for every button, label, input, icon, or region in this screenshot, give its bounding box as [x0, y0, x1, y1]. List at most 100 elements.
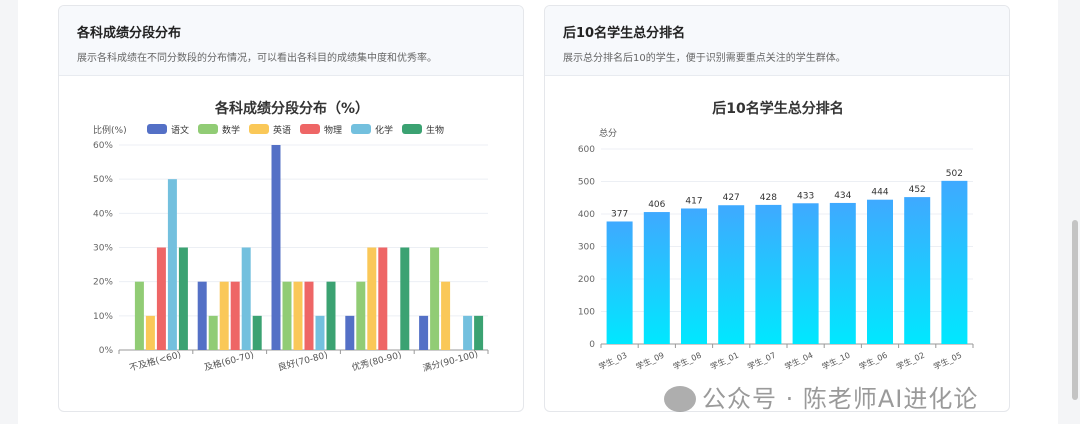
- x-tick-label: 不及格(<60): [128, 348, 182, 373]
- x-tick-label: 学生_06: [857, 350, 889, 372]
- data-label: 377: [611, 209, 628, 219]
- bar: [134, 281, 144, 350]
- data-label: 406: [648, 200, 665, 210]
- data-label: 444: [871, 188, 888, 198]
- legend-swatch: [249, 124, 269, 134]
- bar: [606, 221, 633, 344]
- bar: [463, 315, 473, 350]
- legend-label: 化学: [375, 124, 393, 136]
- data-label: 452: [909, 185, 926, 195]
- x-tick-label: 学生_07: [746, 350, 778, 372]
- bar: [208, 315, 218, 350]
- y-tick-label: 0%: [99, 346, 114, 356]
- bar: [241, 247, 251, 350]
- bar: [829, 202, 856, 344]
- bar: [474, 315, 484, 350]
- legend-label: 生物: [426, 124, 444, 136]
- y-tick-label: 500: [578, 178, 595, 188]
- bar: [367, 247, 377, 350]
- bar: [430, 247, 440, 350]
- bar: [792, 203, 819, 344]
- y-tick-label: 30%: [93, 244, 113, 254]
- y-axis-label: 比例(%): [93, 124, 127, 136]
- bar: [681, 208, 707, 344]
- card-title: 后10名学生总分排名: [563, 26, 686, 41]
- bar: [419, 315, 429, 350]
- watermark: 公众号 · 陈老师AI进化论: [702, 385, 979, 413]
- x-tick-label: 满分(90-100): [422, 349, 480, 374]
- card-title: 各科成绩分段分布: [77, 26, 182, 41]
- legend-swatch: [198, 124, 218, 134]
- x-tick-label: 学生_08: [671, 350, 703, 372]
- bar: [293, 281, 303, 350]
- data-label: 428: [760, 193, 777, 203]
- bar: [718, 205, 745, 344]
- legend-swatch: [402, 124, 422, 134]
- data-label: 427: [723, 193, 740, 203]
- subject-distribution-card: 各科成绩分段分布 展示各科成绩在不同分数段的分布情况，可以看出各科目的成绩集中度和…: [58, 5, 524, 412]
- bar: [356, 281, 366, 350]
- bar: [145, 315, 155, 350]
- page: 各科成绩分段分布 展示各科成绩在不同分数段的分布情况，可以看出各科目的成绩集中度和…: [18, 0, 1058, 424]
- card-description: 展示总分排名后10的学生，便于识别需要重点关注的学生群体。: [563, 53, 846, 64]
- x-tick-label: 学生_02: [894, 350, 926, 372]
- bar: [219, 281, 229, 350]
- wechat-icon: [664, 386, 696, 412]
- x-tick-label: 学生_01: [708, 350, 740, 372]
- chart-title: 后10名学生总分排名: [712, 100, 843, 117]
- bar: [867, 199, 893, 344]
- chart-title: 各科成绩分段分布（%）: [214, 100, 369, 117]
- y-tick-label: 600: [578, 145, 595, 155]
- legend-label: 英语: [273, 124, 291, 136]
- scrollbar[interactable]: [1072, 220, 1078, 400]
- x-tick-label: 良好(70-80): [276, 349, 329, 374]
- bar: [230, 281, 240, 350]
- bar: [271, 145, 281, 350]
- data-label: 417: [685, 196, 702, 206]
- data-label: 502: [946, 169, 963, 179]
- bottom10-card: 后10名学生总分排名 展示总分排名后10的学生，便于识别需要重点关注的学生群体。 …: [544, 5, 1010, 412]
- y-tick-label: 200: [578, 275, 595, 285]
- bar: [315, 315, 325, 350]
- legend-label: 物理: [324, 124, 342, 136]
- data-label: 434: [834, 191, 851, 201]
- y-tick-label: 0: [589, 340, 595, 350]
- bar: [941, 180, 968, 344]
- y-tick-label: 50%: [93, 175, 113, 185]
- data-label: 433: [797, 191, 814, 201]
- legend-swatch: [300, 124, 320, 134]
- y-tick-label: 20%: [93, 278, 113, 288]
- legend-label: 语文: [171, 124, 189, 136]
- bar: [441, 281, 451, 350]
- bar: [378, 247, 388, 350]
- bar: [904, 197, 931, 344]
- y-tick-label: 10%: [93, 312, 113, 322]
- bar: [326, 281, 336, 350]
- bar: [167, 179, 177, 350]
- legend-swatch: [351, 124, 371, 134]
- y-tick-label: 100: [578, 308, 595, 318]
- y-tick-label: 300: [578, 243, 595, 253]
- legend-label: 数学: [222, 124, 240, 136]
- bar: [156, 247, 166, 350]
- bar: [345, 315, 355, 350]
- y-tick-label: 400: [578, 210, 595, 220]
- x-tick-label: 优秀(80-90): [350, 349, 403, 374]
- bar: [282, 281, 292, 350]
- x-tick-label: 学生_04: [783, 350, 815, 372]
- x-tick-label: 学生_03: [597, 350, 629, 372]
- x-tick-label: 学生_09: [634, 350, 666, 372]
- y-tick-label: 40%: [93, 209, 113, 219]
- bar: [304, 281, 314, 350]
- bar: [178, 247, 188, 350]
- bar: [197, 281, 207, 350]
- bar: [643, 212, 670, 344]
- legend-swatch: [147, 124, 167, 134]
- subject-distribution-chart: 各科成绩分段分布（%） 比例(%) 语文 数学 英语 物理 化学 生物 0% 10% 20% 30% 4…: [93, 100, 489, 374]
- bar: [252, 315, 262, 350]
- bar: [400, 247, 410, 350]
- x-tick-label: 学生_05: [932, 350, 964, 372]
- bar: [755, 204, 782, 344]
- x-tick-label: 及格(60-70): [203, 349, 256, 374]
